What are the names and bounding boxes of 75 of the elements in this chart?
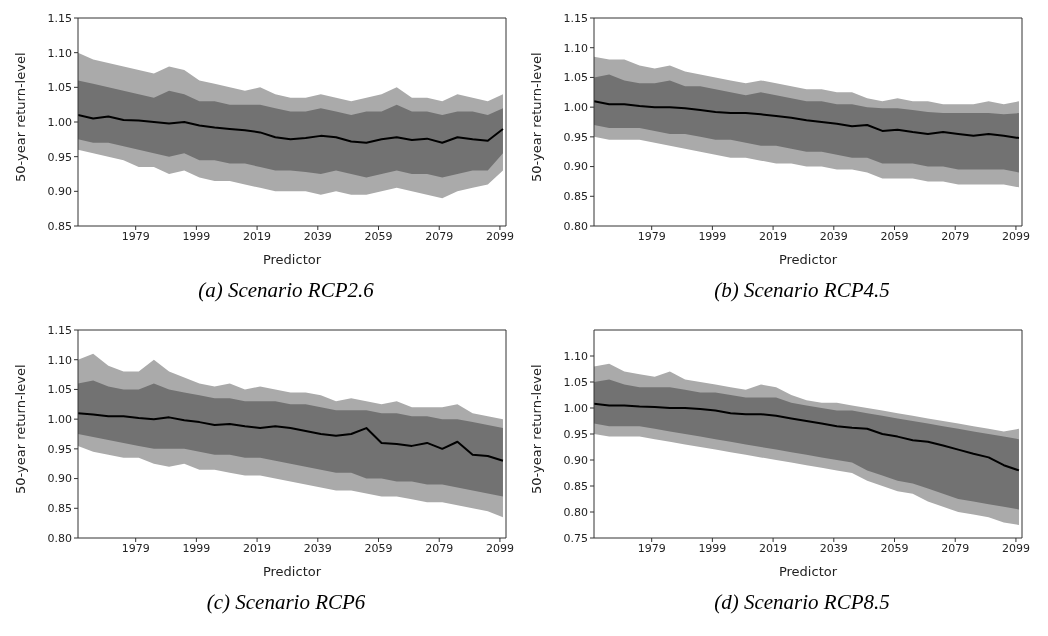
x-axis-title: Predictor (262, 252, 322, 267)
y-tick-label: 0.95 (47, 150, 72, 164)
y-tick-label: 1.10 (47, 353, 72, 367)
x-tick-label: 2039 (303, 229, 332, 243)
x-tick-label: 1979 (121, 541, 150, 555)
y-tick-label: 1.00 (563, 401, 588, 415)
x-tick-label: 1999 (182, 229, 211, 243)
x-tick-label: 2079 (425, 541, 454, 555)
x-tick-label: 2099 (485, 541, 514, 555)
y-axis-title: 50-year return-level (12, 364, 28, 494)
y-tick-label: 1.05 (563, 71, 588, 85)
line-series (594, 402, 1020, 472)
y-tick-label: 0.80 (563, 219, 588, 233)
y-tick-label: 0.85 (47, 219, 72, 233)
y-axis-title: 50-year return-level (12, 52, 28, 182)
x-axis-title: Predictor (262, 564, 322, 579)
x-tick-label: 2039 (819, 229, 848, 243)
y-tick-label: 1.05 (47, 81, 72, 95)
x-tick-label: 2079 (425, 229, 454, 243)
x-tick-label: 2019 (759, 229, 788, 243)
text: (c) Scenario RCP6 (205, 590, 367, 615)
y-tick-label: 0.85 (563, 190, 588, 204)
y-tick-label: 0.90 (47, 472, 72, 486)
y-tick-label: 0.90 (47, 185, 72, 199)
x-tick-label: 2099 (1001, 229, 1030, 243)
x-tick-label: 2059 (364, 229, 393, 243)
y-tick-label: 0.95 (47, 442, 72, 456)
x-tick-label: 1979 (637, 229, 666, 243)
x-tick-label: 2079 (941, 541, 970, 555)
y-tick-label: 0.95 (563, 427, 588, 441)
x-tick-label: 2019 (243, 229, 272, 243)
y-tick-label: 1.00 (47, 115, 72, 129)
y-axis-title: 50-year return-level (528, 364, 544, 494)
y-tick-label: 1.10 (563, 349, 588, 363)
y-tick-label: 1.10 (563, 41, 588, 55)
x-tick-label: 2019 (243, 541, 272, 555)
x-tick-label: 2039 (819, 541, 848, 555)
x-tick-label: 1999 (182, 541, 211, 555)
x-tick-label: 1999 (698, 229, 727, 243)
y-tick-label: 0.85 (563, 479, 588, 493)
y-tick-label: 0.85 (47, 502, 72, 516)
y-tick-label: 1.05 (563, 375, 588, 389)
line-series (594, 100, 1020, 140)
text: (a) Scenario RCP2.6 (197, 278, 375, 303)
line-series (78, 412, 504, 462)
x-axis-title: Predictor (778, 252, 838, 267)
y-tick-label: 1.10 (47, 46, 72, 60)
x-tick-label: 1979 (637, 541, 666, 555)
x-tick-label: 2059 (880, 229, 909, 243)
x-tick-label: 2099 (1001, 541, 1030, 555)
text: (d) Scenario RCP8.5 (713, 590, 891, 615)
y-tick-label: 1.00 (563, 101, 588, 115)
line-series (78, 114, 504, 144)
x-tick-label: 1979 (121, 229, 150, 243)
x-tick-label: 2099 (485, 229, 514, 243)
y-tick-label: 0.80 (47, 531, 72, 545)
y-tick-label: 1.15 (47, 323, 72, 337)
x-tick-label: 2059 (364, 541, 393, 555)
x-tick-label: 2039 (303, 541, 332, 555)
x-tick-label: 1999 (698, 541, 727, 555)
x-axis-title: Predictor (778, 564, 838, 579)
y-tick-label: 0.95 (563, 130, 588, 144)
y-tick-label: 0.90 (563, 453, 588, 467)
x-tick-label: 2079 (941, 229, 970, 243)
y-axis-title: 50-year return-level (528, 52, 544, 182)
x-tick-label: 2019 (759, 541, 788, 555)
text: (b) Scenario RCP4.5 (713, 278, 891, 303)
y-tick-label: 1.00 (47, 413, 72, 427)
y-tick-label: 1.15 (563, 11, 588, 25)
y-tick-label: 1.15 (47, 11, 72, 25)
y-tick-label: 0.90 (563, 160, 588, 174)
y-tick-label: 0.80 (563, 505, 588, 519)
x-tick-label: 2059 (880, 541, 909, 555)
y-tick-label: 0.75 (563, 531, 588, 545)
y-tick-label: 1.05 (47, 383, 72, 397)
